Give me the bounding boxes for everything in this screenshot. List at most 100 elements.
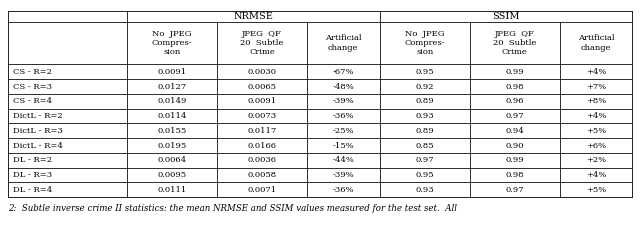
Bar <box>127 182 217 197</box>
Bar <box>307 138 380 153</box>
Bar <box>217 168 307 182</box>
Bar <box>307 94 380 109</box>
Text: CS - R=3: CS - R=3 <box>13 82 52 91</box>
Text: Artificial
change: Artificial change <box>578 34 614 52</box>
Text: 2:  Subtle inverse crime II statistics: the mean NRMSE and SSIM values measured : 2: Subtle inverse crime II statistics: t… <box>8 204 457 213</box>
Bar <box>307 79 380 94</box>
Bar <box>8 65 127 79</box>
Bar <box>8 11 632 197</box>
Text: 0.97: 0.97 <box>415 156 434 164</box>
Text: 0.0071: 0.0071 <box>248 186 276 194</box>
Bar <box>470 65 560 79</box>
Bar <box>8 109 127 123</box>
Bar <box>8 123 127 138</box>
Text: NRMSE: NRMSE <box>233 12 273 21</box>
Bar <box>470 79 560 94</box>
Text: -44%: -44% <box>332 156 355 164</box>
Text: 0.0065: 0.0065 <box>248 82 276 91</box>
Bar <box>127 168 217 182</box>
Text: 0.97: 0.97 <box>506 186 524 194</box>
Bar <box>8 11 127 22</box>
Bar <box>8 153 127 168</box>
Text: 0.95: 0.95 <box>415 68 434 76</box>
Bar <box>307 153 380 168</box>
Bar <box>217 65 307 79</box>
Text: 0.93: 0.93 <box>415 186 434 194</box>
Text: 0.0064: 0.0064 <box>157 156 186 164</box>
Bar <box>217 109 307 123</box>
Text: 0.0073: 0.0073 <box>248 112 276 120</box>
Text: No  JPEG
Compres-
sion: No JPEG Compres- sion <box>152 30 192 56</box>
Bar <box>380 109 470 123</box>
Text: -67%: -67% <box>333 68 354 76</box>
Bar <box>217 94 307 109</box>
Text: DL - R=4: DL - R=4 <box>13 186 52 194</box>
Text: 0.0114: 0.0114 <box>157 112 187 120</box>
Bar <box>127 79 217 94</box>
Bar <box>560 182 632 197</box>
Text: 0.0091: 0.0091 <box>248 97 276 105</box>
Text: -48%: -48% <box>332 82 354 91</box>
Bar <box>127 153 217 168</box>
Text: No  JPEG
Compres-
sion: No JPEG Compres- sion <box>404 30 445 56</box>
Bar <box>470 182 560 197</box>
Bar <box>470 109 560 123</box>
Text: 0.85: 0.85 <box>415 141 434 150</box>
Text: 0.93: 0.93 <box>415 112 434 120</box>
Text: +2%: +2% <box>586 156 606 164</box>
Bar <box>380 123 470 138</box>
Text: 0.0030: 0.0030 <box>248 68 276 76</box>
Bar <box>470 94 560 109</box>
Text: -39%: -39% <box>333 171 354 179</box>
Text: +8%: +8% <box>586 97 606 105</box>
Text: +4%: +4% <box>586 68 606 76</box>
Bar <box>307 182 380 197</box>
Text: +4%: +4% <box>586 171 606 179</box>
Text: 0.92: 0.92 <box>415 82 434 91</box>
Bar <box>8 22 127 65</box>
Bar <box>470 153 560 168</box>
Text: DL - R=2: DL - R=2 <box>13 156 52 164</box>
Text: 0.99: 0.99 <box>506 68 524 76</box>
Text: 0.96: 0.96 <box>506 97 524 105</box>
Bar <box>470 123 560 138</box>
Text: +4%: +4% <box>586 112 606 120</box>
Text: 0.0149: 0.0149 <box>157 97 187 105</box>
Text: CS - R=4: CS - R=4 <box>13 97 52 105</box>
Text: +5%: +5% <box>586 127 606 135</box>
Text: SSIM: SSIM <box>492 12 520 21</box>
Text: -36%: -36% <box>333 186 354 194</box>
Bar <box>560 123 632 138</box>
Bar <box>307 123 380 138</box>
Bar <box>560 138 632 153</box>
Bar <box>217 153 307 168</box>
Text: JPEG  QF
20  Subtle
Crime: JPEG QF 20 Subtle Crime <box>241 30 284 56</box>
Text: 0.0036: 0.0036 <box>248 156 276 164</box>
Bar <box>380 182 470 197</box>
Bar <box>560 94 632 109</box>
Bar <box>217 79 307 94</box>
Bar <box>127 94 217 109</box>
Text: 0.0155: 0.0155 <box>157 127 186 135</box>
Bar <box>127 138 217 153</box>
Text: -25%: -25% <box>333 127 354 135</box>
Bar <box>8 79 127 94</box>
Text: +6%: +6% <box>586 141 606 150</box>
Text: DictL - R=3: DictL - R=3 <box>13 127 63 135</box>
Text: 0.90: 0.90 <box>506 141 524 150</box>
Text: 0.0195: 0.0195 <box>157 141 186 150</box>
Bar <box>380 153 470 168</box>
Text: 0.0127: 0.0127 <box>157 82 186 91</box>
Text: Artificial
change: Artificial change <box>325 34 362 52</box>
Bar <box>127 109 217 123</box>
Text: 0.0091: 0.0091 <box>157 68 186 76</box>
Text: -39%: -39% <box>333 97 354 105</box>
Bar <box>307 109 380 123</box>
Bar <box>380 168 470 182</box>
Text: 0.94: 0.94 <box>506 127 524 135</box>
Text: 0.89: 0.89 <box>415 97 434 105</box>
Bar <box>8 168 127 182</box>
Bar <box>8 182 127 197</box>
Text: 0.0095: 0.0095 <box>157 171 186 179</box>
Text: 0.98: 0.98 <box>506 82 524 91</box>
